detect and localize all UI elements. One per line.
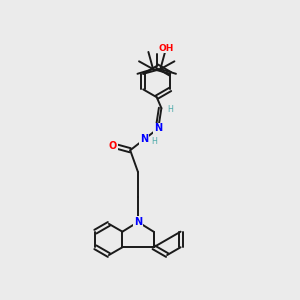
Text: H: H [167,105,173,114]
Text: N: N [140,134,148,144]
Text: N: N [154,123,162,134]
Text: N: N [134,217,142,227]
Text: H: H [151,137,157,146]
Text: OH: OH [158,44,174,52]
Text: O: O [109,141,117,151]
